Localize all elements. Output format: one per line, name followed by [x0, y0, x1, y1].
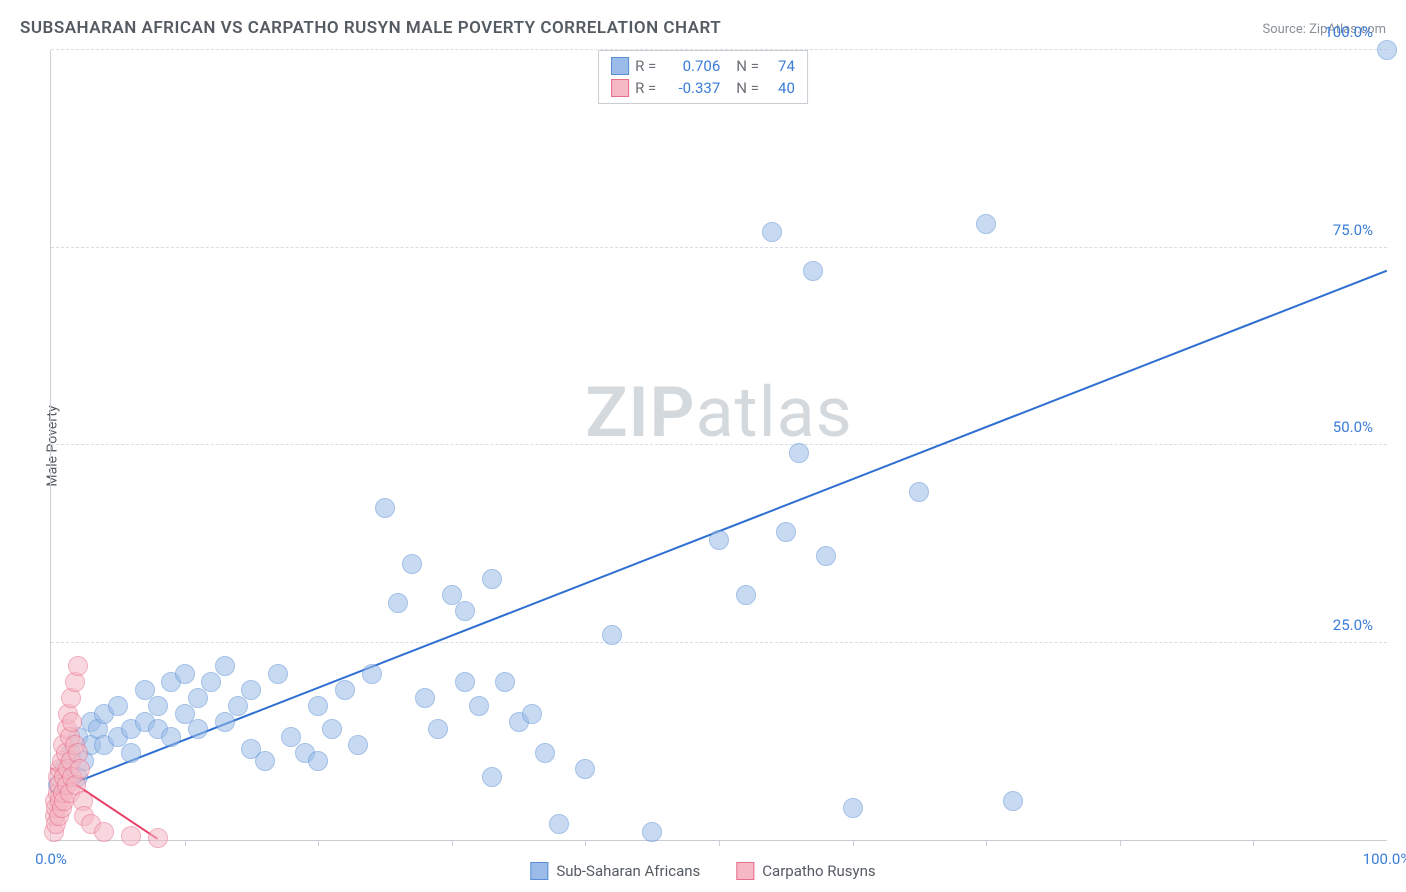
- scatter-point: [215, 712, 235, 732]
- legend-row: R = -0.337 N = 40: [611, 77, 795, 99]
- scatter-point: [121, 826, 141, 846]
- scatter-point: [94, 822, 114, 842]
- gridline-h: [51, 444, 1387, 445]
- scatter-point: [415, 688, 435, 708]
- scatter-point: [255, 751, 275, 771]
- scatter-point: [215, 656, 235, 676]
- n-label: N =: [736, 55, 759, 77]
- scatter-point: [602, 625, 622, 645]
- x-tick: [986, 840, 987, 846]
- scatter-point: [388, 593, 408, 613]
- series-legend: Sub-Saharan Africans Carpatho Rusyns: [530, 862, 875, 880]
- scatter-point: [308, 696, 328, 716]
- scatter-point: [762, 222, 782, 242]
- scatter-point: [549, 814, 569, 834]
- x-tick-label: 100.0%: [1363, 850, 1406, 868]
- x-tick: [585, 840, 586, 846]
- scatter-point: [789, 443, 809, 463]
- x-tick-label: 0.0%: [35, 850, 67, 868]
- r-label: R =: [635, 55, 656, 77]
- scatter-point: [148, 828, 168, 848]
- scatter-point: [575, 759, 595, 779]
- x-tick: [1253, 840, 1254, 846]
- scatter-point: [62, 712, 82, 732]
- scatter-point: [1003, 791, 1023, 811]
- y-tick-label: 100.0%: [1324, 23, 1373, 41]
- legend-item: Carpatho Rusyns: [736, 862, 875, 880]
- scatter-point: [709, 530, 729, 550]
- legend-item: Sub-Saharan Africans: [530, 862, 700, 880]
- scatter-point: [909, 482, 929, 502]
- scatter-point: [402, 554, 422, 574]
- legend-item-label: Carpatho Rusyns: [762, 862, 875, 880]
- x-tick: [185, 840, 186, 846]
- x-tick: [853, 840, 854, 846]
- r-value: 0.706: [662, 55, 720, 77]
- legend-swatch: [736, 862, 754, 880]
- chart-title: SUBSAHARAN AFRICAN VS CARPATHO RUSYN MAL…: [20, 18, 721, 38]
- legend-row: R = 0.706 N = 74: [611, 55, 795, 77]
- scatter-point: [175, 664, 195, 684]
- scatter-point: [1377, 40, 1397, 60]
- scatter-point: [776, 522, 796, 542]
- scatter-point: [348, 735, 368, 755]
- x-tick: [452, 840, 453, 846]
- watermark-bold: ZIP: [585, 372, 695, 454]
- scatter-point: [482, 569, 502, 589]
- scatter-point: [495, 672, 515, 692]
- legend-swatch: [530, 862, 548, 880]
- scatter-point: [70, 759, 90, 779]
- scatter-point: [322, 719, 342, 739]
- x-tick: [318, 840, 319, 846]
- scatter-point: [976, 214, 996, 234]
- y-tick-label: 75.0%: [1333, 221, 1373, 239]
- n-value: 40: [765, 77, 795, 99]
- scatter-plot-area: ZIPatlas 25.0%50.0%75.0%100.0%0.0%100.0%: [50, 50, 1387, 841]
- scatter-point: [375, 498, 395, 518]
- scatter-point: [188, 719, 208, 739]
- scatter-point: [455, 601, 475, 621]
- scatter-point: [469, 696, 489, 716]
- scatter-point: [522, 704, 542, 724]
- scatter-point: [736, 585, 756, 605]
- x-tick: [719, 840, 720, 846]
- y-tick-label: 50.0%: [1333, 418, 1373, 436]
- scatter-point: [108, 696, 128, 716]
- scatter-point: [68, 656, 88, 676]
- scatter-point: [362, 664, 382, 684]
- scatter-point: [816, 546, 836, 566]
- watermark: ZIPatlas: [585, 372, 853, 454]
- watermark-light: atlas: [696, 372, 853, 454]
- y-tick-label: 25.0%: [1333, 616, 1373, 634]
- scatter-point: [201, 672, 221, 692]
- correlation-legend: R = 0.706 N = 74 R = -0.337 N = 40: [598, 50, 808, 104]
- source-prefix: Source:: [1262, 22, 1309, 37]
- legend-item-label: Sub-Saharan Africans: [556, 862, 700, 880]
- scatter-point: [121, 743, 141, 763]
- r-value: -0.337: [662, 77, 720, 99]
- x-tick: [1120, 840, 1121, 846]
- scatter-point: [843, 798, 863, 818]
- scatter-point: [148, 696, 168, 716]
- gridline-h: [51, 642, 1387, 643]
- r-label: R =: [635, 77, 656, 99]
- scatter-point: [455, 672, 475, 692]
- scatter-point: [428, 719, 448, 739]
- scatter-point: [241, 680, 261, 700]
- scatter-point: [482, 767, 502, 787]
- scatter-point: [642, 822, 662, 842]
- scatter-point: [188, 688, 208, 708]
- scatter-point: [228, 696, 248, 716]
- scatter-point: [535, 743, 555, 763]
- n-value: 74: [765, 55, 795, 77]
- scatter-point: [308, 751, 328, 771]
- scatter-point: [161, 727, 181, 747]
- legend-swatch: [611, 57, 629, 75]
- n-label: N =: [736, 77, 759, 99]
- scatter-point: [803, 261, 823, 281]
- gridline-h: [51, 247, 1387, 248]
- scatter-point: [335, 680, 355, 700]
- scatter-point: [268, 664, 288, 684]
- legend-swatch: [611, 79, 629, 97]
